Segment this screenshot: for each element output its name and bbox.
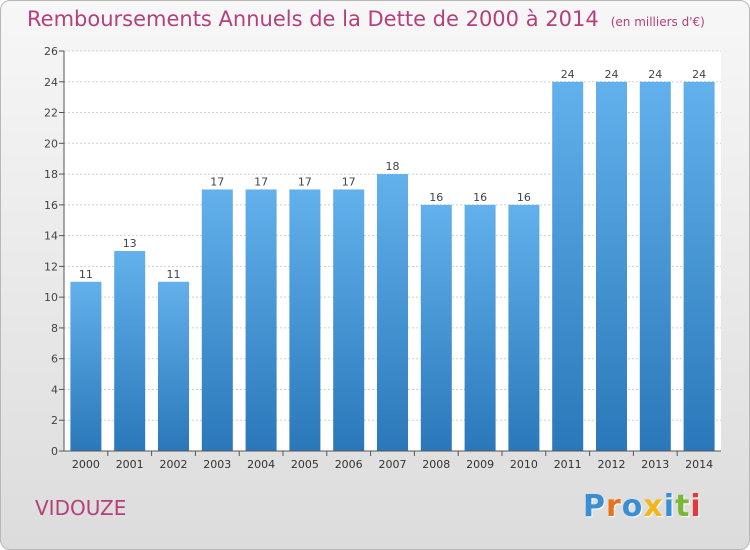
bars: 11 13 11 17 17 17 17 18 16 16 16 24 24 24 24 (70, 68, 715, 452)
x-tick-label: 2005 (291, 458, 319, 471)
chart-title-text: Remboursements Annuels de la Dette de 20… (27, 7, 599, 31)
y-tick-label: 26 (44, 45, 58, 58)
bar-value-label: 24 (561, 68, 575, 81)
y-tick-label: 16 (44, 199, 58, 212)
x-tick-label: 2014 (685, 458, 713, 471)
logo-letter: i (663, 489, 676, 524)
bar (420, 204, 452, 451)
logo-letter: t (675, 489, 691, 524)
proxiti-logo[interactable]: Proxiti (583, 489, 702, 524)
bar-value-label: 17 (342, 175, 356, 188)
x-tick-label: 2010 (510, 458, 538, 471)
logo-letter: i (690, 489, 702, 524)
bar-value-label: 17 (210, 175, 224, 188)
bar-value-label: 11 (167, 268, 181, 281)
bar-value-label: 16 (473, 191, 487, 204)
y-tick-label: 0 (51, 445, 58, 458)
bar-value-label: 17 (254, 175, 268, 188)
logo-letter: P (583, 489, 606, 524)
bar-value-label: 13 (123, 237, 137, 250)
bar-value-label: 11 (79, 268, 93, 281)
logo-letter: x (643, 489, 664, 524)
town-name: VIDOUZE (35, 496, 127, 520)
logo-letter: r (606, 489, 622, 524)
x-tick-label: 2007 (379, 458, 407, 471)
bar (683, 81, 715, 452)
x-tick-label: 2008 (422, 458, 450, 471)
bar-value-label: 16 (429, 191, 443, 204)
bar (158, 281, 189, 451)
chart-unit-label: (en milliers d'€) (610, 15, 705, 29)
y-tick-label: 4 (51, 383, 58, 396)
bar-value-label: 24 (648, 68, 662, 81)
y-tick-label: 6 (51, 353, 58, 366)
y-tick-label: 20 (44, 137, 58, 150)
bar-value-label: 24 (692, 68, 706, 81)
x-tick-label: 2009 (466, 458, 494, 471)
y-tick-label: 8 (51, 322, 58, 335)
bar (201, 189, 233, 451)
y-tick-label: 24 (44, 76, 58, 89)
y-tick-label: 14 (44, 230, 58, 243)
x-tick-label: 2004 (247, 458, 275, 471)
x-tick-label: 2000 (72, 458, 100, 471)
y-tick-label: 18 (44, 168, 58, 181)
bar (596, 81, 627, 452)
x-tick-label: 2002 (160, 458, 188, 471)
x-tick-label: 2011 (554, 458, 582, 471)
bar (70, 281, 102, 451)
bar (464, 204, 496, 451)
bar (377, 174, 408, 452)
x-tick-label: 2001 (116, 458, 144, 471)
bar-value-label: 24 (605, 68, 619, 81)
y-tick-label: 22 (44, 107, 58, 120)
x-tick-label: 2003 (203, 458, 231, 471)
y-tick-label: 12 (44, 260, 58, 273)
x-tick-label: 2012 (598, 458, 626, 471)
x-tick-label: 2006 (335, 458, 363, 471)
bar (289, 189, 321, 451)
y-tick-label: 10 (44, 291, 58, 304)
bar-value-label: 17 (298, 175, 312, 188)
bar (552, 81, 584, 452)
y-tick-label: 2 (51, 414, 58, 427)
bar (508, 204, 540, 451)
logo-letter: o (621, 489, 644, 524)
bar (245, 189, 277, 451)
bar (639, 81, 671, 452)
bar-value-label: 16 (517, 191, 531, 204)
chart-title: Remboursements Annuels de la Dette de 20… (27, 7, 705, 31)
x-tick-label: 2013 (641, 458, 669, 471)
bar-value-label: 18 (386, 160, 400, 173)
bar (333, 189, 365, 451)
bar (114, 251, 146, 451)
